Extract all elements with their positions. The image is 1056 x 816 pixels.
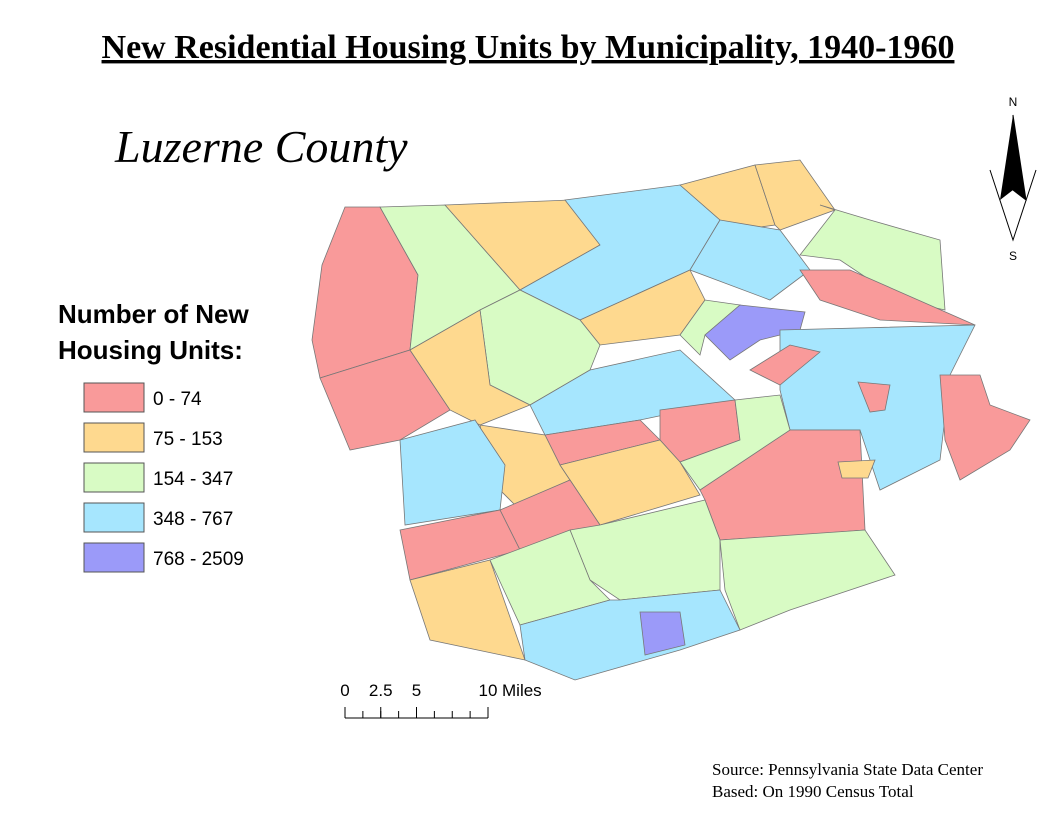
municipality (319, 349, 451, 451)
scale-label: 0 (340, 681, 349, 700)
source-line: Based: On 1990 Census Total (712, 782, 914, 801)
north-label: N (1009, 95, 1018, 109)
source-line: Source: Pennsylvania State Data Center (712, 760, 983, 779)
scale-label: 2.5 (369, 681, 393, 700)
arrow-half (1000, 115, 1013, 200)
north-arrow: N S (989, 95, 1037, 263)
scale-label: 10 (479, 681, 498, 700)
south-label: S (1009, 249, 1017, 263)
municipality (489, 529, 611, 626)
municipality (939, 374, 1031, 481)
legend-swatch (83, 502, 145, 533)
legend-swatch (83, 542, 145, 573)
municipality (857, 381, 891, 413)
legend-label: 348 - 767 (153, 509, 233, 530)
county-map (311, 159, 1031, 681)
municipality (639, 611, 686, 656)
legend-label: 154 - 347 (153, 469, 233, 490)
arrow-half (1012, 114, 1027, 202)
municipality (519, 589, 741, 681)
municipality (719, 529, 896, 631)
legend-title: Housing Units: (58, 335, 243, 365)
legend-title: Number of New (58, 299, 249, 329)
legend-label: 768 - 2509 (153, 549, 244, 570)
legend: 0 - 74 75 - 153 154 - 347 348 - 767 768 - 25… (83, 382, 244, 573)
subtitle: Luzerne County (114, 121, 408, 172)
title: New Residential Housing Units by Municip… (102, 29, 955, 66)
legend-label: 75 - 153 (153, 429, 223, 450)
municipality (799, 269, 976, 326)
scale-unit: Miles (502, 681, 542, 700)
municipality (569, 499, 721, 601)
scale-bar: 0 2.5 5 10 Miles (340, 681, 542, 719)
scale-label: 5 (412, 681, 421, 700)
legend-swatch (83, 462, 145, 493)
arrow-outline (989, 169, 1037, 242)
municipality (399, 419, 506, 526)
municipality (689, 219, 811, 301)
legend-label: 0 - 74 (153, 389, 202, 410)
municipality (754, 159, 836, 231)
municipality (749, 344, 821, 386)
municipality (837, 459, 876, 479)
legend-swatch (83, 382, 145, 413)
legend-swatch (83, 422, 145, 453)
